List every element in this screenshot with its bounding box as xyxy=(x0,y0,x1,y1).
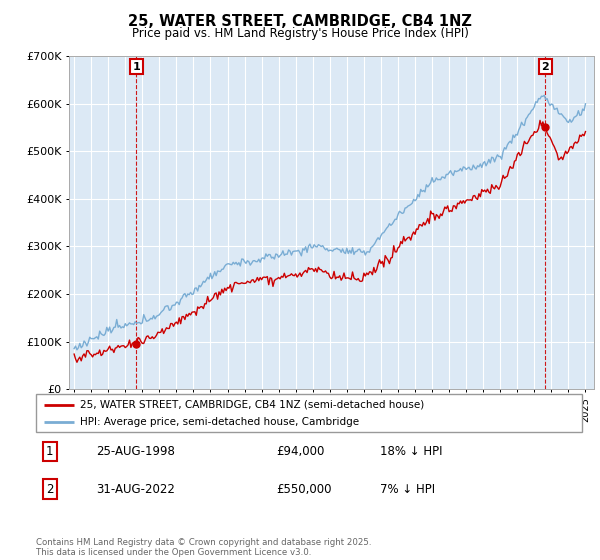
Text: 7% ↓ HPI: 7% ↓ HPI xyxy=(380,483,435,496)
Text: 25, WATER STREET, CAMBRIDGE, CB4 1NZ: 25, WATER STREET, CAMBRIDGE, CB4 1NZ xyxy=(128,14,472,29)
Text: 2: 2 xyxy=(46,483,53,496)
Text: Price paid vs. HM Land Registry's House Price Index (HPI): Price paid vs. HM Land Registry's House … xyxy=(131,27,469,40)
Text: £550,000: £550,000 xyxy=(276,483,332,496)
Text: 25, WATER STREET, CAMBRIDGE, CB4 1NZ (semi-detached house): 25, WATER STREET, CAMBRIDGE, CB4 1NZ (se… xyxy=(80,399,424,409)
Text: HPI: Average price, semi-detached house, Cambridge: HPI: Average price, semi-detached house,… xyxy=(80,417,359,427)
Text: 31-AUG-2022: 31-AUG-2022 xyxy=(96,483,175,496)
Text: Contains HM Land Registry data © Crown copyright and database right 2025.
This d: Contains HM Land Registry data © Crown c… xyxy=(36,538,371,557)
Text: 1: 1 xyxy=(133,62,140,72)
Text: 25-AUG-1998: 25-AUG-1998 xyxy=(96,445,175,458)
Text: 2: 2 xyxy=(542,62,549,72)
Text: £94,000: £94,000 xyxy=(276,445,325,458)
Text: 1: 1 xyxy=(46,445,53,458)
Text: 18% ↓ HPI: 18% ↓ HPI xyxy=(380,445,442,458)
